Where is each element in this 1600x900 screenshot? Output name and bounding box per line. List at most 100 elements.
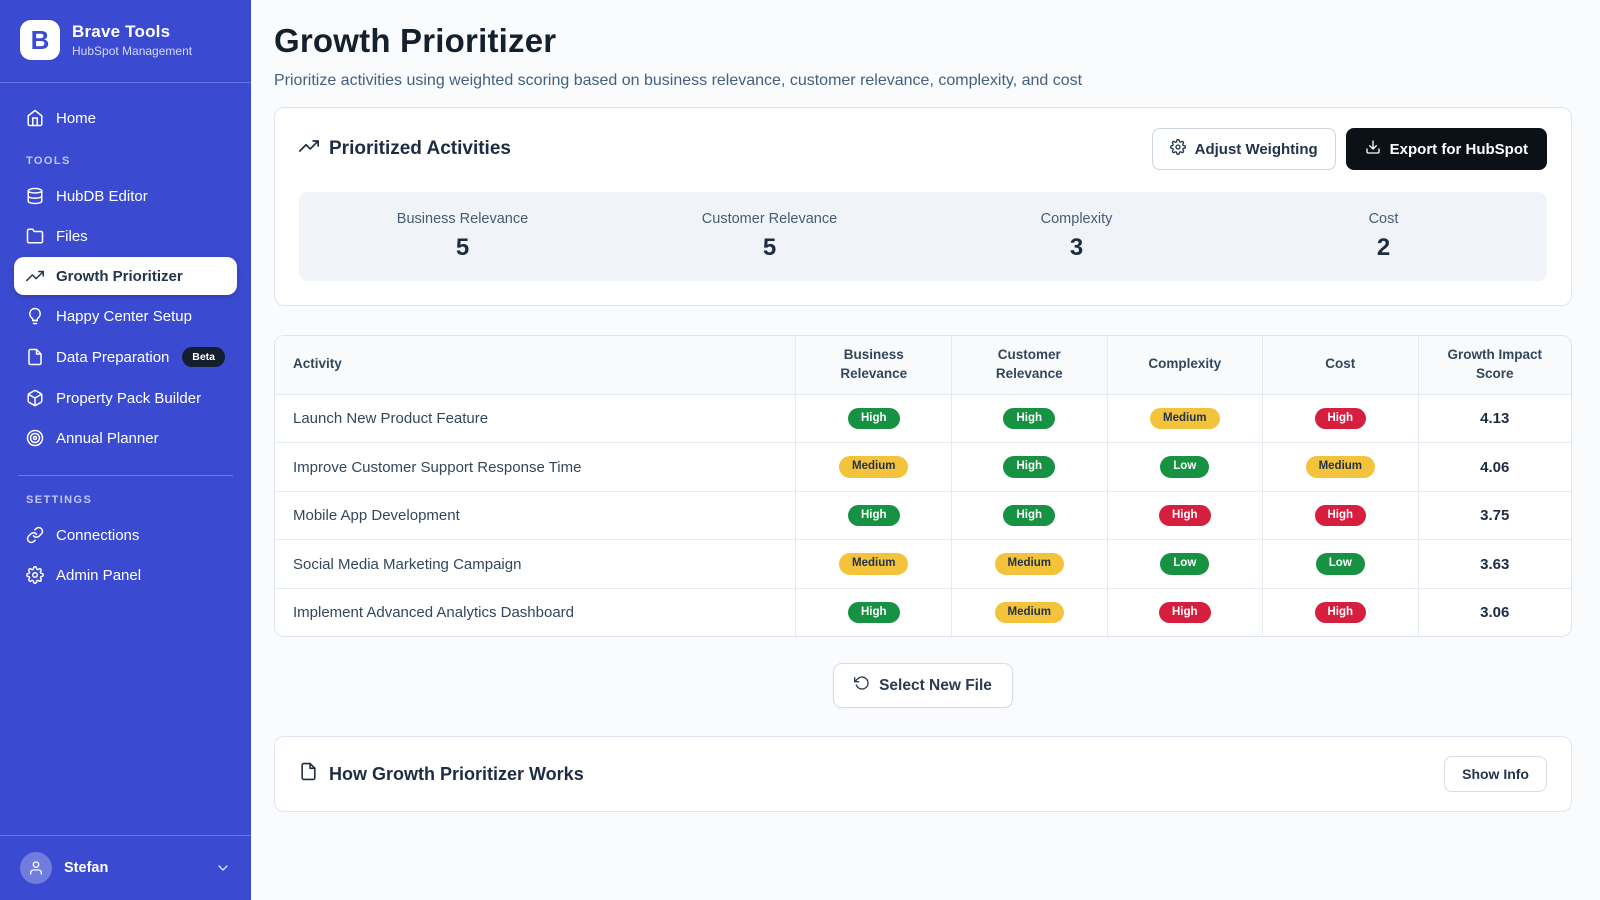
user-name: Stefan xyxy=(64,860,109,876)
trending-up-icon xyxy=(26,267,44,285)
weight-business-relevance: Business Relevance 5 xyxy=(309,211,616,262)
rating-cell: Low xyxy=(1106,442,1263,492)
rating-badge: High xyxy=(1314,601,1367,624)
sidebar-item-happy-center-setup[interactable]: Happy Center Setup xyxy=(14,297,237,335)
score-cell: 3.75 xyxy=(1417,491,1571,541)
document-icon xyxy=(299,762,318,786)
sidebar-item-home[interactable]: Home xyxy=(14,99,237,137)
score-cell: 3.63 xyxy=(1417,539,1571,589)
table-row: Mobile App Development High High High High 3.… xyxy=(275,491,1571,541)
rating-badge: Medium xyxy=(994,553,1064,575)
rating-badge: High xyxy=(847,407,900,430)
home-icon xyxy=(26,109,44,127)
rating-cell: Medium xyxy=(951,539,1108,589)
activity-cell: Mobile App Development xyxy=(275,491,796,541)
rating-cell: Medium xyxy=(795,539,952,589)
panel-title: Prioritized Activities xyxy=(299,136,511,162)
weight-value: 2 xyxy=(1376,234,1391,261)
sidebar-nav: Home TOOLS HubDB Editor Files Growth xyxy=(0,83,251,835)
beta-badge: Beta xyxy=(182,347,225,367)
rating-badge: High xyxy=(1158,601,1211,624)
show-info-label: Show Info xyxy=(1462,766,1529,783)
app-subtitle: HubSpot Management xyxy=(72,44,193,58)
adjust-weighting-label: Adjust Weighting xyxy=(1194,140,1318,158)
table-row: Implement Advanced Analytics Dashboard Hi… xyxy=(275,588,1571,637)
select-new-file-button[interactable]: Select New File xyxy=(833,663,1013,709)
folder-icon xyxy=(26,227,44,245)
rating-cell: High xyxy=(1106,491,1263,541)
how-it-works-title: How Growth Prioritizer Works xyxy=(299,762,584,786)
user-menu[interactable]: Stefan xyxy=(0,835,251,900)
refresh-icon xyxy=(854,675,870,696)
table-row: Improve Customer Support Response Time Me… xyxy=(275,442,1571,492)
rating-cell: Medium xyxy=(1106,394,1263,444)
link-icon xyxy=(26,526,44,544)
column-activity: Activity xyxy=(275,336,796,395)
rating-badge: High xyxy=(1003,456,1056,478)
sidebar: B Brave Tools HubSpot Management Home TO… xyxy=(0,0,251,900)
rating-badge: High xyxy=(1158,504,1211,527)
sidebar-item-label: HubDB Editor xyxy=(56,187,148,205)
main-content: Growth Prioritizer Prioritize activities… xyxy=(251,0,1600,900)
sidebar-item-data-preparation[interactable]: Data Preparation Beta xyxy=(14,337,237,377)
weights-strip: Business Relevance 5 Customer Relevance … xyxy=(299,192,1547,281)
weight-label: Cost xyxy=(1368,211,1399,227)
export-for-hubspot-button[interactable]: Export for HubSpot xyxy=(1345,128,1547,170)
weight-value: 5 xyxy=(455,234,470,261)
sidebar-item-growth-prioritizer[interactable]: Growth Prioritizer xyxy=(14,257,237,295)
brand-logo-icon: B xyxy=(20,20,60,60)
sidebar-item-connections[interactable]: Connections xyxy=(14,516,237,554)
adjust-weighting-button[interactable]: Adjust Weighting xyxy=(1151,128,1336,170)
sidebar-item-files[interactable]: Files xyxy=(14,217,237,255)
how-it-works-card: How Growth Prioritizer Works Show Info xyxy=(274,736,1572,813)
score-cell: 3.06 xyxy=(1417,588,1571,637)
sidebar-item-label: Growth Prioritizer xyxy=(56,267,183,285)
sidebar-item-annual-planner[interactable]: Annual Planner xyxy=(14,419,237,457)
sidebar-item-label: Property Pack Builder xyxy=(56,389,202,407)
panel-header: Prioritized Activities Adjust Weighting … xyxy=(299,128,1547,170)
activity-cell: Improve Customer Support Response Time xyxy=(275,442,796,492)
rating-cell: High xyxy=(795,394,952,444)
weight-complexity: Complexity 3 xyxy=(923,211,1230,262)
rating-badge: Low xyxy=(1160,553,1210,575)
column-cost: Cost xyxy=(1262,336,1419,395)
gear-icon xyxy=(1169,139,1186,159)
rating-badge: High xyxy=(847,504,900,527)
page-subtitle: Prioritize activities using weighted sco… xyxy=(274,72,1083,89)
table-row: Social Media Marketing Campaign Medium Med… xyxy=(275,539,1571,589)
rating-badge: Medium xyxy=(1150,407,1220,430)
prioritized-activities-panel: Prioritized Activities Adjust Weighting … xyxy=(274,107,1572,306)
rating-badge: High xyxy=(1314,504,1367,527)
column-business-relevance: Business Relevance xyxy=(795,336,952,395)
sidebar-item-label: Connections xyxy=(56,526,140,544)
rating-badge: High xyxy=(1314,407,1367,430)
download-icon xyxy=(1365,139,1381,159)
export-for-hubspot-label: Export for HubSpot xyxy=(1389,140,1528,158)
rating-cell: Medium xyxy=(1262,442,1419,492)
weight-value: 3 xyxy=(1069,234,1084,261)
activities-table-card: Activity Business Relevance Customer Rel… xyxy=(274,335,1572,638)
sidebar-item-admin-panel[interactable]: Admin Panel xyxy=(14,556,237,594)
chevron-down-icon xyxy=(215,860,231,876)
rating-cell: High xyxy=(1262,394,1419,444)
activities-table: Activity Business Relevance Customer Rel… xyxy=(275,336,1571,637)
rating-cell: Medium xyxy=(795,442,952,492)
sidebar-item-property-pack-builder[interactable]: Property Pack Builder xyxy=(14,379,237,417)
app-logo: B Brave Tools HubSpot Management xyxy=(0,0,251,83)
show-info-button[interactable]: Show Info xyxy=(1444,756,1547,793)
rating-cell: High xyxy=(951,491,1108,541)
rating-cell: Low xyxy=(1106,539,1263,589)
trending-up-icon xyxy=(299,136,319,162)
rating-badge: Medium xyxy=(839,553,909,575)
sidebar-item-label: Files xyxy=(56,227,88,245)
activities-table-body: Launch New Product Feature High High Medium… xyxy=(275,394,1571,637)
rating-badge: High xyxy=(1003,504,1056,527)
sidebar-item-hubdb-editor[interactable]: HubDB Editor xyxy=(14,177,237,215)
column-growth-impact-score: Growth Impact Score xyxy=(1417,336,1571,395)
rating-badge: High xyxy=(847,601,900,624)
rating-badge: Medium xyxy=(839,456,909,478)
sidebar-item-label: Home xyxy=(56,109,97,127)
score-cell: 4.13 xyxy=(1417,394,1571,444)
sidebar-divider xyxy=(18,475,233,476)
